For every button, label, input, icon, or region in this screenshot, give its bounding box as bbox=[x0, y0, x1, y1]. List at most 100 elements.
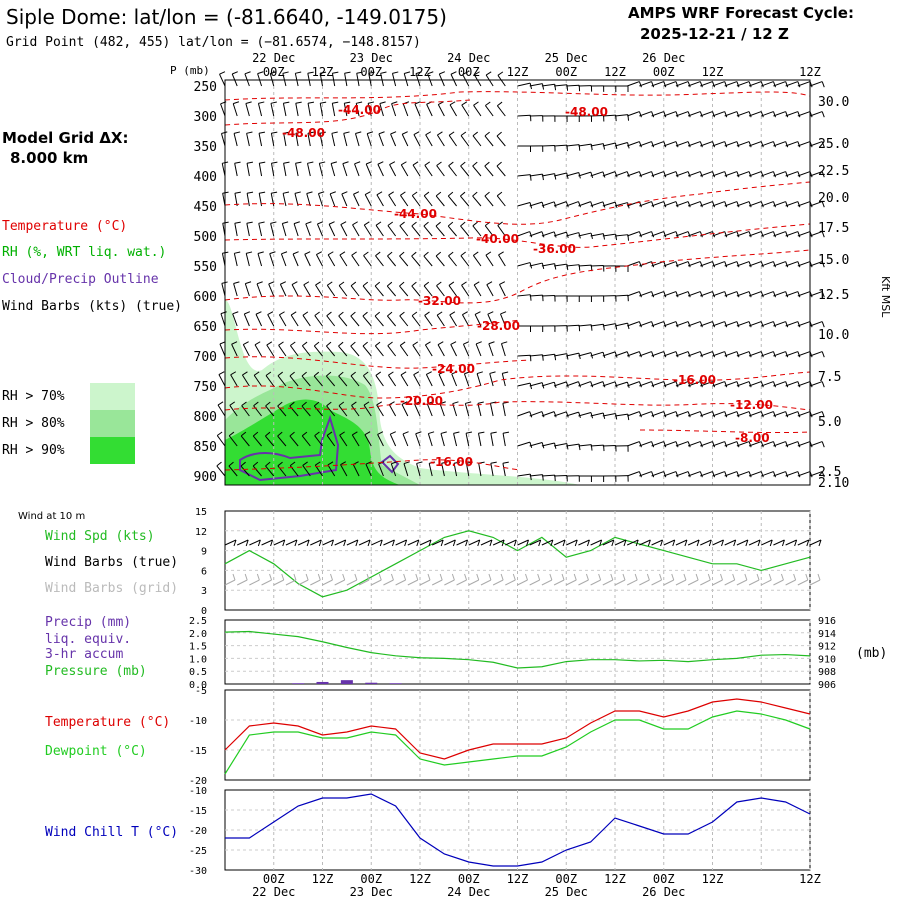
wind-barb bbox=[217, 401, 226, 417]
wind-barb bbox=[517, 145, 532, 152]
wind-barb bbox=[724, 321, 740, 328]
panel-label: 3-hr accum bbox=[45, 647, 123, 662]
wind-barb bbox=[748, 471, 764, 478]
wind-barb bbox=[313, 371, 323, 387]
wind-barb bbox=[554, 115, 568, 122]
temperature-contour bbox=[224, 401, 811, 411]
wind-chill-line bbox=[225, 793, 811, 867]
legend-item: Wind Barbs (kts) (true) bbox=[2, 299, 182, 314]
wind-barb bbox=[566, 443, 581, 451]
wind-barb bbox=[313, 341, 323, 357]
wind-barb bbox=[687, 201, 703, 208]
wind-barb bbox=[773, 471, 789, 478]
wind-barb bbox=[785, 171, 801, 178]
grid-wind-barb bbox=[444, 573, 455, 586]
legend-item: Temperature (°C) bbox=[2, 219, 127, 234]
wind-barb bbox=[553, 201, 569, 208]
grid-wind-barb bbox=[809, 573, 821, 586]
surface-wind-barb bbox=[273, 539, 286, 547]
wind-barb bbox=[270, 101, 277, 117]
wind-barb bbox=[391, 101, 398, 117]
grid-wind-barb bbox=[236, 573, 248, 586]
wind-barb bbox=[627, 471, 642, 478]
cycle-label: AMPS WRF Forecast Cycle: bbox=[628, 4, 854, 22]
surface-wind-barb bbox=[310, 539, 322, 547]
wind-barb bbox=[351, 251, 360, 267]
grid-wind-barb bbox=[614, 573, 626, 586]
wind-barb bbox=[331, 131, 338, 147]
wind-barb bbox=[578, 295, 592, 302]
wind-barb bbox=[541, 411, 557, 418]
wind-barb bbox=[651, 111, 667, 118]
panel-y-tick: 9 bbox=[201, 547, 207, 558]
wind-barb bbox=[241, 371, 250, 387]
pressure-tick-label: 350 bbox=[194, 140, 217, 155]
grid-wind-barb bbox=[578, 573, 589, 586]
wind-barb bbox=[490, 431, 497, 447]
wind-barb bbox=[687, 471, 703, 478]
panel-y-tick: 0.5 bbox=[189, 667, 207, 678]
pressure-tick-label: 600 bbox=[194, 290, 217, 305]
wind-barb bbox=[424, 341, 433, 357]
grid-wind-barb bbox=[663, 573, 675, 586]
wind-barb bbox=[306, 161, 314, 177]
wind-barb bbox=[219, 71, 226, 87]
wind-barb bbox=[257, 101, 265, 117]
wind-barb bbox=[809, 321, 825, 328]
panel-right-tick: 912 bbox=[818, 642, 836, 653]
wind-barb bbox=[307, 131, 314, 147]
wind-barb bbox=[437, 341, 445, 357]
wind-barb bbox=[773, 381, 789, 388]
temperature-line bbox=[224, 698, 811, 760]
wind-barb bbox=[313, 401, 323, 417]
wind-barb bbox=[809, 171, 825, 178]
panel-y-tick: 1.0 bbox=[189, 654, 207, 665]
wind-barb bbox=[472, 221, 482, 237]
wind-barb bbox=[785, 201, 801, 208]
temperature-contour bbox=[224, 429, 811, 471]
wind-barb bbox=[351, 401, 360, 417]
wind-barb bbox=[809, 471, 825, 478]
wind-barb bbox=[401, 131, 409, 147]
date-label: 26 Dec bbox=[642, 51, 685, 65]
wind-barb bbox=[627, 261, 642, 268]
wind-barb bbox=[473, 101, 482, 117]
wind-barb bbox=[590, 143, 606, 150]
wind-barb bbox=[712, 81, 728, 88]
panel-y-tick: -15 bbox=[189, 806, 207, 817]
wind-barb bbox=[578, 381, 594, 388]
wind-barb bbox=[280, 251, 288, 267]
wind-barb bbox=[258, 221, 265, 237]
wind-barb bbox=[473, 281, 482, 297]
wind-barb bbox=[472, 251, 482, 267]
wind-barb bbox=[773, 351, 789, 358]
wind-barb bbox=[289, 401, 299, 417]
wind-barb bbox=[529, 115, 544, 122]
wind-barb bbox=[541, 381, 557, 389]
rh-legend-swatch bbox=[90, 410, 135, 437]
temperature-label: -28.00 bbox=[477, 319, 520, 333]
wind-barb bbox=[377, 161, 384, 177]
wind-barb bbox=[388, 191, 397, 207]
wind-barb bbox=[700, 381, 716, 388]
surface-wind-barb bbox=[517, 539, 529, 547]
date-label: 24 Dec bbox=[447, 885, 490, 899]
wind-barb bbox=[388, 371, 397, 387]
wind-barb bbox=[663, 441, 679, 448]
wind-barb bbox=[724, 171, 740, 178]
wind-barb bbox=[724, 471, 740, 478]
wind-barb bbox=[265, 461, 275, 477]
grid-wind-barb bbox=[456, 573, 468, 586]
surface-wind-barb bbox=[383, 539, 395, 547]
cloud-outline bbox=[239, 414, 340, 482]
wind-barb bbox=[438, 371, 445, 387]
time-tick-label: 00Z bbox=[458, 872, 480, 886]
wind-barb bbox=[602, 295, 617, 302]
wind-barb bbox=[785, 111, 801, 118]
wind-barb bbox=[375, 371, 384, 387]
wind-barb bbox=[700, 441, 716, 448]
wind-barb bbox=[748, 321, 764, 328]
wind-barb bbox=[602, 475, 617, 482]
wind-barb bbox=[809, 231, 825, 238]
wind-barb bbox=[712, 261, 728, 268]
